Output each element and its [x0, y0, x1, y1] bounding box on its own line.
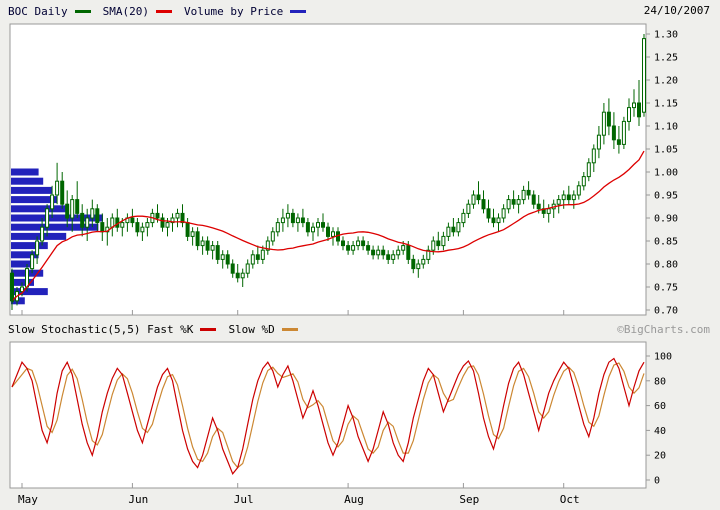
month-label-oct: Oct — [559, 493, 580, 506]
svg-text:1.05: 1.05 — [654, 145, 678, 156]
month-label-aug: Aug — [344, 493, 364, 506]
svg-text:1.10: 1.10 — [654, 122, 678, 133]
volume-by-price-label: Volume by Price — [183, 4, 284, 18]
sma-line — [11, 150, 645, 302]
slow-d-label: Slow %D — [228, 322, 275, 336]
price-series-swatch — [74, 9, 91, 13]
svg-text:60: 60 — [654, 401, 666, 412]
sma-swatch — [155, 9, 172, 13]
svg-text:0.70: 0.70 — [654, 306, 678, 317]
month-label-jun: Jun — [128, 493, 149, 506]
month-label-may: May — [18, 493, 38, 506]
svg-text:20: 20 — [654, 451, 666, 462]
svg-text:0.95: 0.95 — [654, 191, 678, 202]
stoch-axis-labels: 100 80 60 40 20 0 — [646, 352, 672, 487]
svg-text:0.75: 0.75 — [654, 283, 678, 294]
svg-text:1.20: 1.20 — [654, 76, 678, 87]
svg-text:0.90: 0.90 — [654, 214, 678, 225]
volume-by-price-swatch — [290, 9, 307, 13]
stoch-k-swatch — [200, 327, 217, 331]
svg-text:80: 80 — [654, 376, 666, 387]
svg-text:100: 100 — [654, 352, 672, 363]
svg-text:0.80: 0.80 — [654, 260, 678, 271]
price-axis-labels: 1.30 1.25 1.20 1.15 1.10 1.05 1.00 0.95 0.90 0.85… — [646, 30, 678, 317]
chart-date: 24/10/2007 — [643, 4, 710, 17]
price-chart-legend: BOC Daily SMA(20) Volume by Price — [0, 0, 720, 22]
price-chart: ↓ 1.30 1.25 1.20 1.15 1.10 1.05 1.00 0.95 0.90 0.8… — [9, 23, 678, 317]
svg-text:0: 0 — [654, 476, 660, 487]
stochastic-legend: Slow Stochastic(5,5) Fast %K Slow %D — [0, 318, 720, 340]
sma-label: SMA(20) — [102, 4, 149, 18]
candlestick-series — [10, 34, 646, 310]
svg-text:40: 40 — [654, 426, 666, 437]
stoch-d-swatch — [281, 327, 298, 331]
svg-text:1.25: 1.25 — [654, 53, 678, 64]
month-axis: May Jun Jul Aug Sep Oct — [0, 492, 720, 510]
svg-text:1.15: 1.15 — [654, 99, 678, 110]
stochastic-label: Slow Stochastic(5,5) Fast %K — [8, 322, 194, 336]
fast-k-line — [11, 357, 645, 475]
svg-text:↓: ↓ — [9, 292, 16, 306]
svg-text:1.00: 1.00 — [654, 168, 678, 179]
month-label-jul: Jul — [233, 493, 254, 506]
svg-text:0.85: 0.85 — [654, 237, 678, 248]
stochastic-chart: 100 80 60 40 20 0 — [9, 341, 672, 489]
svg-text:1.30: 1.30 — [654, 30, 678, 41]
symbol-series-label: BOC Daily — [8, 4, 68, 18]
slow-d-line — [11, 362, 645, 469]
bigcharts-credit: ©BigCharts.com — [617, 323, 710, 336]
month-label-sep: Sep — [459, 493, 480, 506]
